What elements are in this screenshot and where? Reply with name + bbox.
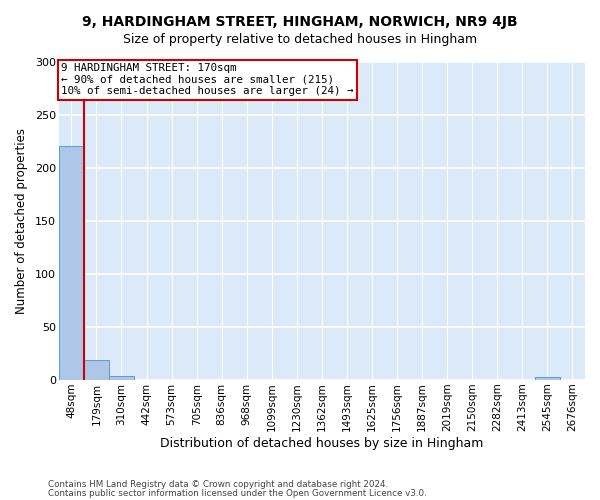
Text: 9, HARDINGHAM STREET, HINGHAM, NORWICH, NR9 4JB: 9, HARDINGHAM STREET, HINGHAM, NORWICH, …: [82, 15, 518, 29]
Text: Size of property relative to detached houses in Hingham: Size of property relative to detached ho…: [123, 32, 477, 46]
X-axis label: Distribution of detached houses by size in Hingham: Distribution of detached houses by size …: [160, 437, 484, 450]
Bar: [109, 376, 134, 380]
Y-axis label: Number of detached properties: Number of detached properties: [15, 128, 28, 314]
Text: Contains public sector information licensed under the Open Government Licence v3: Contains public sector information licen…: [48, 488, 427, 498]
Bar: [84, 360, 109, 380]
Bar: [535, 376, 560, 380]
Text: Contains HM Land Registry data © Crown copyright and database right 2024.: Contains HM Land Registry data © Crown c…: [48, 480, 388, 489]
Bar: [59, 146, 84, 380]
Text: 9 HARDINGHAM STREET: 170sqm
← 90% of detached houses are smaller (215)
10% of se: 9 HARDINGHAM STREET: 170sqm ← 90% of det…: [61, 63, 354, 96]
